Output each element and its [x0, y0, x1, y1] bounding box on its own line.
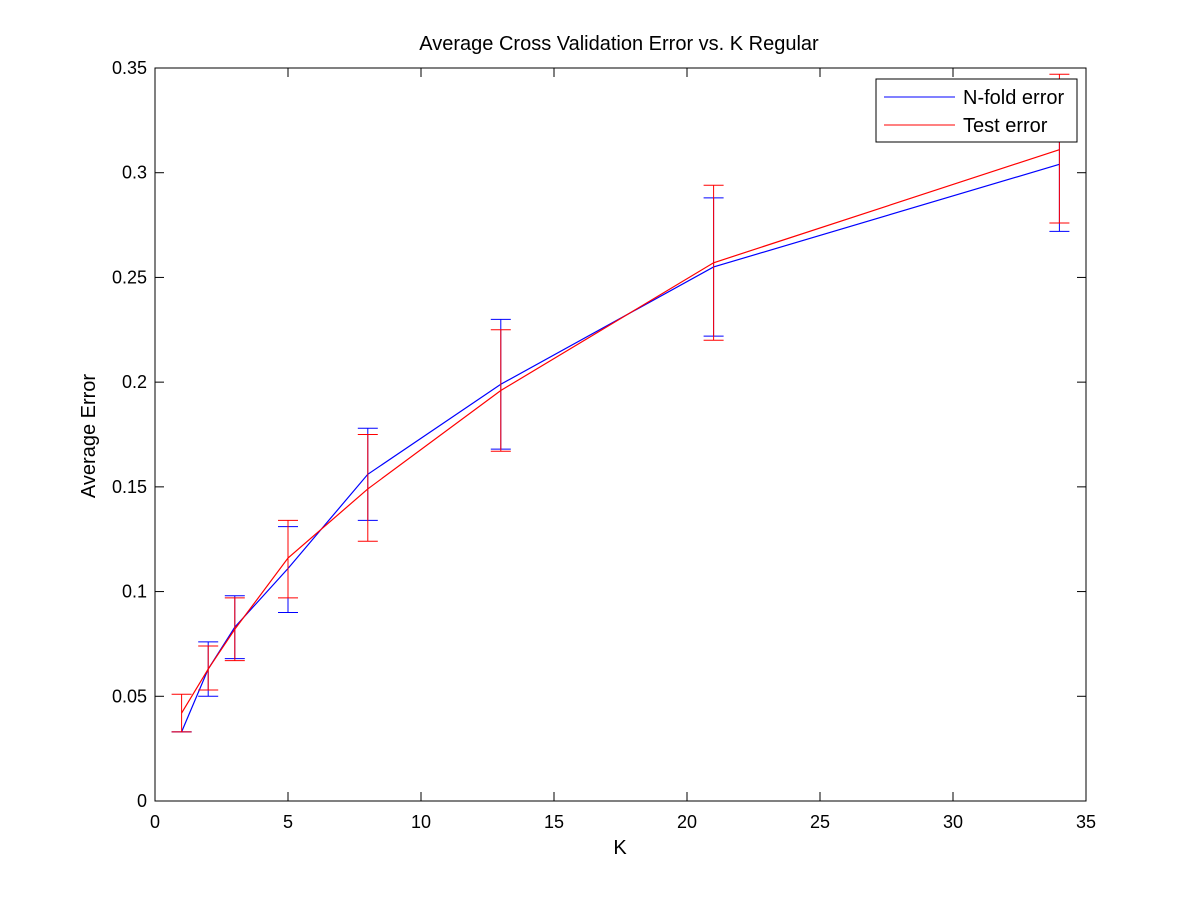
y-tick-label: 0.35: [112, 58, 147, 78]
plot-frame: [154, 67, 1087, 802]
series-layer: [171, 73, 1070, 733]
y-tick-label: 0.1: [122, 582, 147, 602]
axis-ticks: [154, 67, 1087, 802]
x-tick-label: 30: [943, 812, 963, 832]
y-tick-label: 0.3: [122, 163, 147, 183]
error-bar-test-error: [278, 519, 298, 599]
error-bar-test-error: [171, 693, 192, 733]
legend-label-test-error: Test error: [963, 115, 1048, 137]
chart-title: Average Cross Validation Error vs. K Reg…: [419, 33, 819, 55]
legend-label-n-fold-error: N-fold error: [963, 87, 1064, 109]
plot-area: [154, 67, 1087, 802]
legend: N-fold error Test error: [875, 78, 1078, 143]
y-tick-label: 0.2: [122, 372, 147, 392]
error-bar-test-error: [198, 645, 219, 691]
x-tick-label: 15: [544, 812, 564, 832]
series-line-test-error: [181, 149, 1060, 714]
y-tick-label: 0: [137, 791, 147, 811]
x-tick-label: 5: [283, 812, 293, 832]
x-tick-label: 35: [1076, 812, 1096, 832]
y-tick-label: 0.25: [112, 267, 147, 287]
error-bar-test-error: [703, 184, 724, 341]
x-tick-label: 10: [411, 812, 431, 832]
x-tick-label: 20: [677, 812, 697, 832]
y-tick-label: 0.05: [112, 686, 147, 706]
x-tick-label: 0: [150, 812, 160, 832]
y-tick-label: 0.15: [112, 477, 147, 497]
error-bar-test-error: [224, 597, 245, 662]
x-axis-label: K: [613, 837, 627, 859]
error-bar-test-error: [490, 329, 511, 452]
x-tick-label: 25: [810, 812, 830, 832]
y-axis-label: Average Error: [78, 374, 100, 498]
axis-tick-labels: 0 5 10 15 20 25 30 35 0 0.05 0.1 0.15 0.2 0.25 0.3 0.35: [112, 58, 1096, 832]
legend-box: [875, 78, 1078, 143]
error-bar-test-error: [357, 434, 378, 542]
